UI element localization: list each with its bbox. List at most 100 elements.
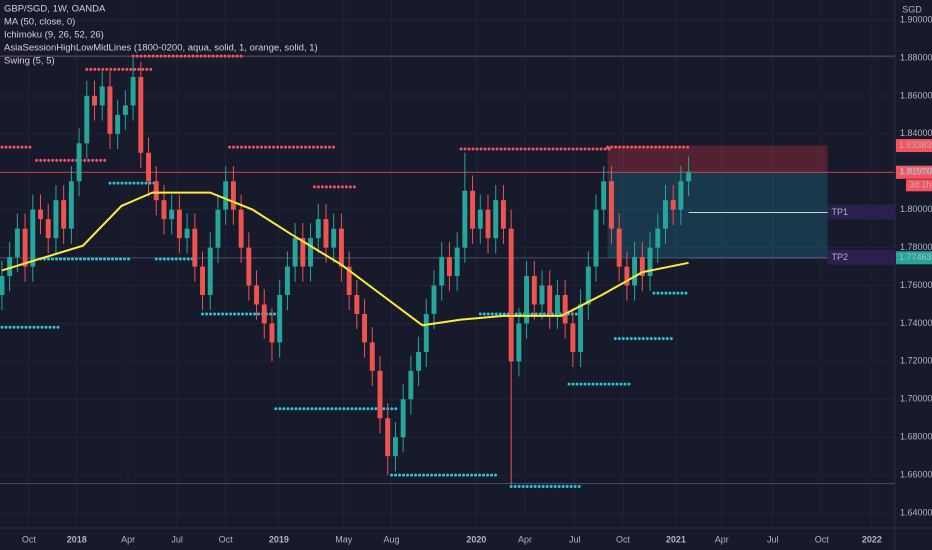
candle-body — [238, 209, 244, 248]
candle-body — [192, 228, 198, 267]
candle-body — [45, 219, 51, 239]
y-tick-label: 1.66000 — [900, 469, 932, 479]
x-tick-label: 2018 — [67, 534, 87, 544]
candle-body — [22, 228, 28, 267]
x-tick-label: Oct — [616, 534, 631, 544]
price-tag: 1.77463 — [899, 252, 932, 262]
target-zone — [607, 172, 828, 258]
candle-body — [254, 285, 260, 305]
y-tick-label: 1.70000 — [900, 394, 932, 404]
candle-body — [662, 200, 668, 229]
candle-body — [624, 266, 630, 286]
candle-body — [578, 304, 584, 352]
target-label-box — [827, 249, 895, 265]
candle-body — [308, 238, 314, 267]
candle-body — [608, 181, 614, 229]
candle-body — [477, 209, 483, 229]
candle-body — [632, 257, 638, 286]
price-tag-box — [896, 165, 932, 179]
candle-body — [61, 200, 67, 229]
candle-body — [130, 76, 136, 106]
candle-body — [470, 190, 476, 229]
x-tick-label: Oct — [815, 534, 830, 544]
candle-body — [454, 247, 460, 277]
y-tick-label: 1.68000 — [900, 432, 932, 442]
candle-body — [362, 313, 368, 343]
candle-body — [601, 181, 607, 210]
candle-body — [14, 228, 20, 258]
candle-body — [686, 171, 692, 182]
candle-body — [169, 209, 175, 220]
y-tick-label: 1.90000 — [900, 14, 932, 24]
candle-body — [53, 200, 59, 239]
candle-body — [99, 86, 105, 106]
candle-body — [593, 209, 599, 267]
candle-body — [7, 257, 13, 277]
candle-body — [215, 209, 221, 248]
candle-body — [92, 95, 97, 106]
candle-body — [647, 247, 653, 277]
candle-body — [539, 285, 545, 305]
x-tick-label: Apr — [518, 534, 532, 544]
candle-body — [184, 228, 190, 239]
candle-body — [354, 294, 360, 314]
candle-body — [500, 200, 506, 229]
target-label: TP1 — [831, 207, 848, 217]
candle-body — [392, 437, 398, 457]
candle-body — [0, 276, 5, 295]
candle-body — [616, 228, 622, 267]
candle-body — [76, 143, 82, 182]
candle-body — [562, 294, 568, 324]
x-tick-label: May — [335, 534, 353, 544]
candle-body — [200, 266, 206, 295]
candle-body — [385, 418, 391, 457]
candle-body — [292, 238, 298, 267]
price-tag-box — [896, 251, 932, 265]
candle-body — [161, 200, 167, 220]
candle-body — [230, 181, 236, 210]
candle-body — [261, 304, 267, 324]
candle-body — [585, 266, 591, 305]
y-tick-label: 1.80000 — [900, 204, 932, 214]
candle-body — [531, 276, 537, 305]
x-tick-label: 2022 — [862, 534, 882, 544]
candle-body — [207, 247, 213, 295]
candle-body — [315, 219, 321, 239]
candle-body — [300, 238, 306, 267]
legend-entry: Swing (5, 5) — [4, 55, 55, 66]
candle-body — [670, 200, 676, 210]
y-axis-label: SGD — [902, 4, 922, 14]
candle-body — [493, 200, 499, 239]
x-tick-label: Apr — [715, 534, 729, 544]
candle-body — [446, 257, 452, 277]
x-tick-label: Jul — [767, 534, 779, 544]
candle-body — [547, 285, 553, 314]
candle-body — [554, 294, 560, 314]
x-tick-label: Aug — [384, 534, 400, 544]
candle-body — [277, 294, 283, 343]
y-tick-label: 1.74000 — [900, 318, 932, 328]
target-label-box — [827, 204, 895, 220]
candle-body — [138, 76, 144, 153]
legend-entry: Ichimoku (9, 26, 52, 26) — [4, 29, 104, 40]
grid — [0, 0, 895, 528]
price-tag: 1.83383 — [899, 140, 932, 150]
candle-body — [369, 342, 375, 371]
y-tick-label: 1.78000 — [900, 242, 932, 252]
price-tag-box — [896, 139, 932, 153]
candle-body — [122, 105, 128, 115]
candle-body — [115, 114, 121, 134]
x-tick-label: Jul — [569, 534, 581, 544]
x-tick-label: Oct — [219, 534, 234, 544]
candle-body — [462, 190, 468, 248]
x-tick-label: 2021 — [666, 534, 686, 544]
candle-body — [508, 228, 514, 362]
y-tick-label: 1.84000 — [900, 128, 932, 138]
y-tick-label: 1.76000 — [900, 280, 932, 290]
candle-body — [153, 181, 159, 201]
candle-body — [107, 86, 113, 134]
y-tick-label: 1.82000 — [900, 166, 932, 176]
y-tick-label: 1.64000 — [900, 507, 932, 517]
